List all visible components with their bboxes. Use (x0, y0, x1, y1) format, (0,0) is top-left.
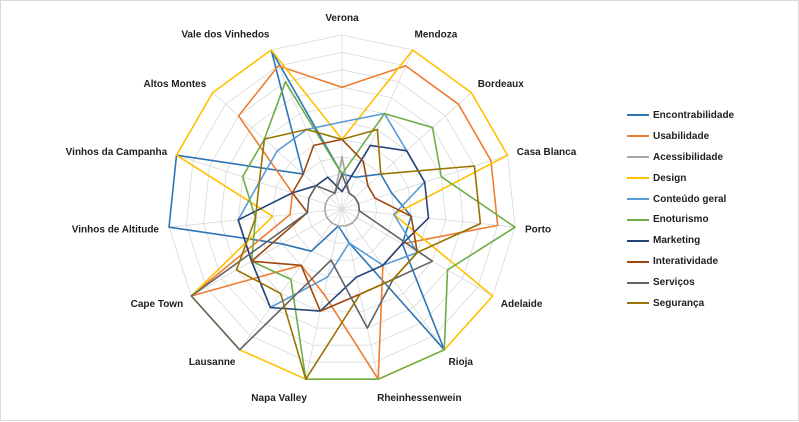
legend-swatch (627, 198, 649, 200)
legend-item: Usabilidade (627, 126, 795, 147)
category-label: Vinhos de Altitude (72, 225, 160, 236)
category-label: Cape Town (131, 299, 184, 310)
legend-swatch (627, 239, 649, 242)
legend-label: Usabilidade (653, 130, 710, 142)
category-label: Adelaide (501, 299, 543, 310)
legend-swatch (627, 281, 649, 284)
series-line (235, 128, 482, 381)
grid-ring (203, 69, 481, 346)
legend-swatch (627, 260, 649, 263)
legend-item: Design (627, 168, 795, 189)
grid-spoke (191, 208, 343, 297)
legend-item: Serviços (627, 272, 795, 293)
series-lines (168, 49, 516, 381)
legend-label: Segurança (653, 297, 705, 309)
category-label: Vinhos da Campanha (66, 147, 168, 158)
legend-item: Interatividade (627, 251, 795, 272)
category-labels: Verona Mendoza Bordeaux Casa Blanca Porto Ade… (66, 13, 577, 404)
category-label: Verona (325, 13, 359, 24)
series-line (168, 49, 446, 351)
legend-item: Enoturismo (627, 209, 795, 230)
legend-item: Marketing (627, 230, 795, 251)
legend-swatch (627, 156, 649, 159)
legend-swatch (627, 177, 649, 180)
legend-label: Serviços (653, 277, 695, 289)
legend-label: Interatividade (653, 256, 719, 268)
series-line (237, 144, 430, 312)
legend-swatch (627, 218, 649, 221)
legend-item: Acessibilidade (627, 147, 795, 168)
legend-label: Conteúdo geral (653, 193, 727, 205)
grid-ring (272, 138, 412, 278)
legend: Encontrabilidade Usabilidade Acessibilidad… (627, 105, 795, 314)
series-line (190, 65, 499, 381)
legend-item: Conteúdo geral (627, 189, 795, 210)
legend-swatch (627, 114, 649, 117)
category-label: Vale dos Vinhedos (181, 29, 270, 40)
category-label: Rioja (449, 357, 474, 368)
legend-label: Design (653, 172, 687, 184)
grid-ring (220, 86, 464, 329)
legend-item: Segurança (627, 293, 795, 314)
legend-label: Encontrabilidade (653, 109, 735, 121)
series-line (250, 138, 419, 312)
legend-swatch (627, 302, 649, 305)
category-label: Casa Blanca (517, 147, 577, 158)
legend-item: Encontrabilidade (627, 105, 795, 126)
category-label: Porto (525, 225, 551, 236)
category-label: Rheinhessenwein (377, 393, 461, 404)
legend-label: Marketing (653, 235, 701, 247)
category-label: Bordeaux (478, 79, 525, 90)
category-label: Mendoza (415, 29, 458, 40)
category-label: Lausanne (189, 357, 236, 368)
series-line (190, 173, 434, 351)
legend-swatch (627, 135, 649, 138)
series-line (241, 81, 516, 381)
category-label: Altos Montes (144, 79, 207, 90)
category-label: Napa Valley (251, 393, 307, 404)
legend-label: Enoturismo (653, 214, 709, 226)
legend-label: Acessibilidade (653, 151, 724, 163)
